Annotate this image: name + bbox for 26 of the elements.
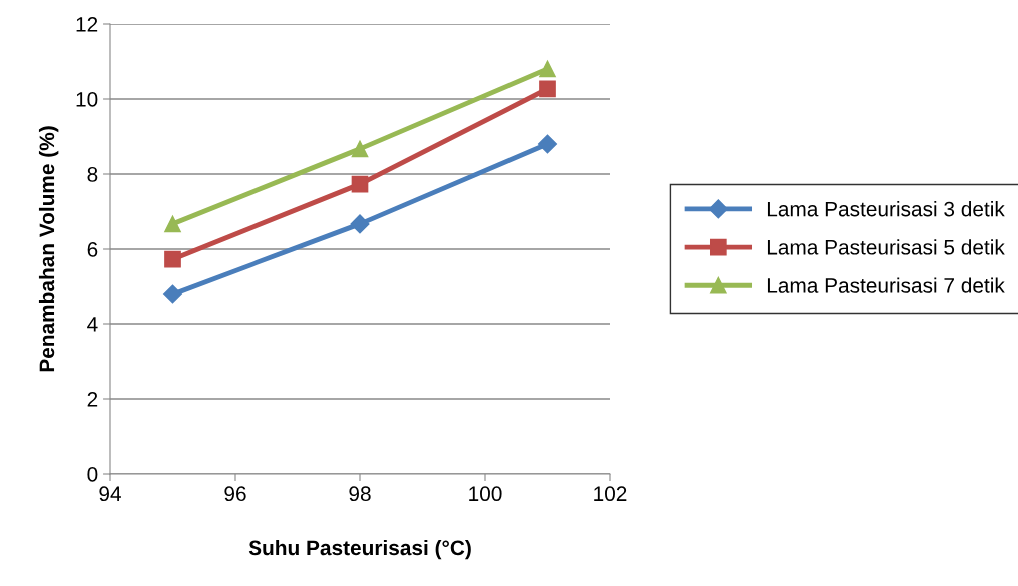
x-tick-label: 96 [224, 486, 246, 502]
point [351, 175, 369, 193]
y-tick-label: 4 [87, 317, 98, 332]
x-tick-label: 98 [349, 486, 371, 502]
y-tick-label: 6 [87, 242, 98, 257]
x-tick-label: 100 [469, 486, 502, 502]
y-tick-label: 0 [87, 467, 98, 482]
y-tick-label: 12 [76, 17, 98, 32]
y-axis-title: Penambahan Volume (%) [38, 126, 59, 372]
legend-label: Lama Pasteurisasi 3 detik [767, 201, 1005, 217]
y-tick-label: 8 [87, 167, 98, 182]
legend-label: Lama Pasteurisasi 7 detik [767, 277, 1005, 293]
x-axis-title: Suhu Pasteurisasi (°C) [248, 539, 471, 560]
point [351, 140, 369, 158]
point [350, 214, 370, 234]
point [537, 134, 558, 154]
point [539, 80, 556, 98]
x-tick-label: 94 [99, 486, 121, 502]
y-tick-label: 2 [87, 392, 98, 407]
point [162, 284, 183, 304]
legend-label: Lama Pasteurisasi 5 detik [767, 239, 1005, 255]
y-tick-label: 10 [76, 92, 98, 107]
point [539, 60, 556, 78]
point [164, 250, 181, 268]
point [164, 215, 181, 233]
x-tick-label: 102 [594, 486, 627, 502]
